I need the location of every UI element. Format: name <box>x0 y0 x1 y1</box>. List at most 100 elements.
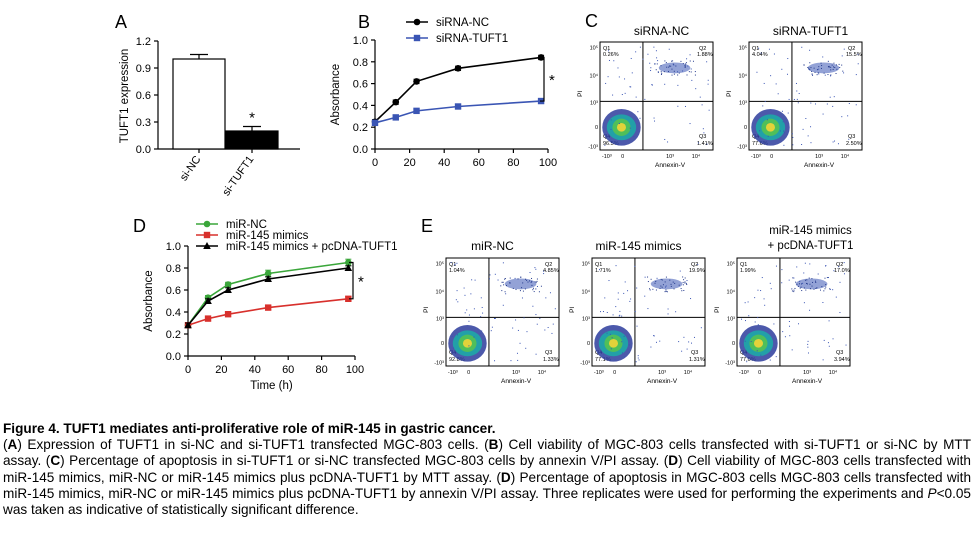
c0-event-dot <box>671 74 673 76</box>
e1-event-dot <box>674 282 676 284</box>
c1-event-dot <box>812 74 814 76</box>
e1-event-dot <box>649 289 651 291</box>
e0-event-dot <box>545 297 547 299</box>
c0-y-tick-label: 10⁵ <box>590 44 598 51</box>
c1-event-dot <box>808 67 810 69</box>
e1-event-dot <box>683 279 685 281</box>
c0-event-dot <box>667 141 669 143</box>
e2-event-dot <box>806 282 808 284</box>
e1-event-dot <box>664 286 666 288</box>
caption-part: <0.05 was taken as indicative of statist… <box>3 485 971 518</box>
c0-event-dot <box>670 65 672 67</box>
c1-event-dot <box>809 49 811 51</box>
c0-event-dot <box>667 70 669 72</box>
e2-q4-value: 77.0% <box>740 357 756 363</box>
c0-event-dot <box>629 127 631 129</box>
c0-event-dot <box>677 71 679 73</box>
e0-density-core <box>462 339 472 348</box>
c1-event-dot <box>773 53 775 55</box>
e1-event-dot <box>681 290 683 292</box>
panel-letter-a: A <box>115 12 127 32</box>
e0-event-dot <box>481 330 483 332</box>
e2-event-dot <box>744 302 746 304</box>
e2-event-dot <box>744 340 746 342</box>
a-y-tick-label: 0.6 <box>136 90 151 102</box>
c-plot-title: siRNA-NC <box>634 24 690 38</box>
c0-event-dot <box>673 70 675 72</box>
c1-event-dot <box>857 53 859 55</box>
c1-event-dot <box>816 69 818 71</box>
c0-event-dot <box>668 66 670 68</box>
c0-event-dot <box>689 60 691 62</box>
e0-y-tick-label: 0 <box>441 341 444 347</box>
e0-event-dot <box>532 305 534 307</box>
c0-y-axis-label: PI <box>577 91 584 97</box>
e1-event-dot <box>664 291 666 293</box>
e1-y-axis-label: PI <box>569 307 576 313</box>
c0-event-dot <box>654 63 656 65</box>
c0-x-tick-label: 10⁴ <box>692 153 701 160</box>
e1-event-dot <box>623 292 625 294</box>
e2-event-dot <box>828 320 830 322</box>
c1-event-dot <box>842 70 844 72</box>
c0-event-dot <box>656 57 658 59</box>
e2-event-dot <box>803 272 805 274</box>
e2-q2-value: 17.0% <box>834 268 850 274</box>
e0-event-dot <box>515 319 517 321</box>
e1-event-dot <box>615 306 617 308</box>
e2-event-dot <box>746 361 748 363</box>
c0-event-dot <box>689 54 691 56</box>
e1-event-dot <box>680 288 682 290</box>
d-legend-marker <box>203 231 211 239</box>
e0-event-dot <box>494 273 496 275</box>
e2-event-dot <box>800 286 802 288</box>
c1-q3-label: Q3 <box>848 134 855 140</box>
c1-event-dot <box>787 112 789 114</box>
e2-event-dot <box>805 289 807 291</box>
c1-event-dot <box>811 70 813 72</box>
a-x-tick-label: si-TUFT1 <box>220 154 256 198</box>
c0-event-dot <box>706 61 708 63</box>
e2-event-dot <box>807 343 809 345</box>
e2-event-dot <box>825 284 827 286</box>
e2-event-dot <box>838 266 840 268</box>
b-legend-label: siRNA-NC <box>436 17 489 29</box>
c0-event-dot <box>708 109 710 111</box>
c0-event-dot <box>668 65 670 67</box>
b-point <box>413 107 420 115</box>
a-bar <box>225 130 279 150</box>
e2-event-dot <box>799 287 801 289</box>
e0-event-dot <box>473 308 475 310</box>
e0-event-dot <box>501 281 503 283</box>
e1-event-dot <box>665 276 667 278</box>
e0-event-dot <box>543 270 545 272</box>
e1-event-dot <box>686 284 688 286</box>
c1-q4-value: 77.6% <box>752 141 768 147</box>
e0-event-dot <box>500 285 502 287</box>
e0-event-dot <box>530 281 532 283</box>
caption-part: ) Cell viability of MGC-803 cells transf… <box>3 437 971 469</box>
e0-event-dot <box>515 289 517 291</box>
c1-x-tick-label: 10⁴ <box>841 153 850 160</box>
c0-event-dot <box>684 65 686 67</box>
e2-event-dot <box>781 269 783 271</box>
e2-event-dot <box>815 281 817 283</box>
c0-event-dot <box>673 64 675 66</box>
d-point <box>345 259 352 266</box>
c0-event-dot <box>684 65 686 67</box>
b-y-tick-label: 1.0 <box>353 35 368 47</box>
c0-event-dot <box>610 119 612 121</box>
b-significance-bracket <box>540 56 545 102</box>
e1-event-dot <box>653 335 655 337</box>
c0-y-tick-label: 0 <box>595 125 598 131</box>
e2-event-dot <box>806 283 808 285</box>
c0-event-dot <box>699 96 701 98</box>
e0-q3-label: Q3 <box>545 350 552 356</box>
c0-event-dot <box>630 86 632 88</box>
c1-event-dot <box>788 98 790 100</box>
e2-event-dot <box>825 286 827 288</box>
e1-event-dot <box>678 284 680 286</box>
c0-event-dot <box>610 128 612 130</box>
e1-event-dot <box>686 280 688 282</box>
c0-event-dot <box>605 82 607 84</box>
